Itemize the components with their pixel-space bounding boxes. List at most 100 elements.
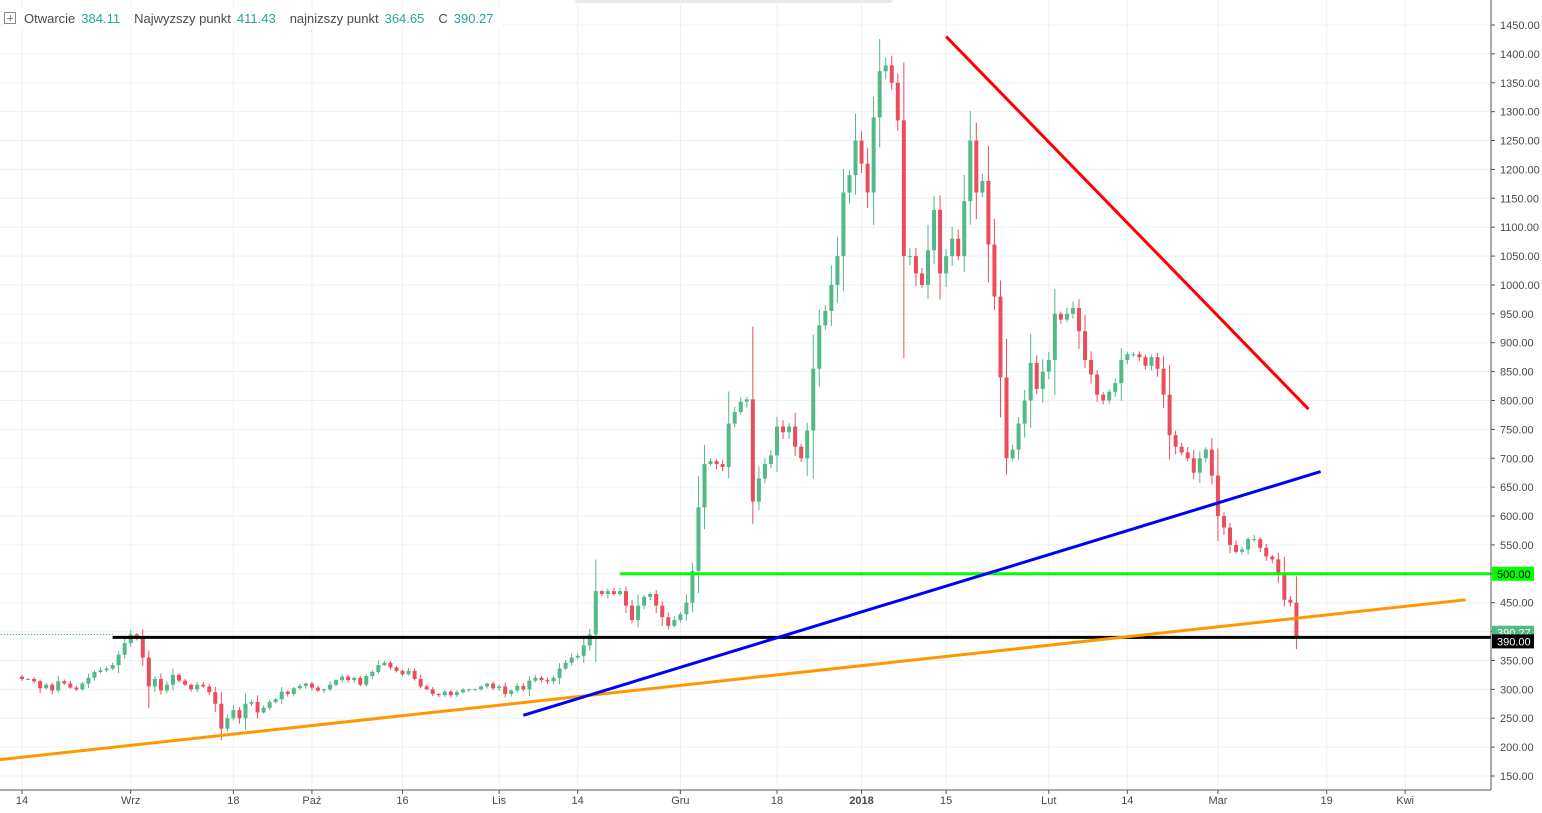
price-axis-background xyxy=(1491,0,1542,813)
candle xyxy=(581,638,586,663)
candle xyxy=(617,587,622,596)
price-axis-ticks[interactable]: 150.00200.00250.00300.00350.00400.00450.… xyxy=(1491,20,1540,783)
price-tick-label: 250.00 xyxy=(1500,713,1534,725)
blue-support-trendline[interactable] xyxy=(522,470,1322,717)
candle xyxy=(74,685,79,692)
candle xyxy=(527,676,532,697)
candle xyxy=(1137,351,1142,362)
candle xyxy=(1028,333,1033,428)
candle xyxy=(152,676,157,692)
candle xyxy=(1046,351,1051,380)
price-tick-label: 1450.00 xyxy=(1500,20,1540,32)
candle xyxy=(654,590,659,614)
candle xyxy=(1185,447,1190,462)
red-resistance-trendline[interactable] xyxy=(945,35,1310,411)
candle xyxy=(1089,351,1094,384)
candle xyxy=(1058,311,1063,324)
candle xyxy=(309,681,314,691)
candle xyxy=(1209,437,1214,485)
time-tick-label: Wrz xyxy=(121,795,140,807)
candlestick-series xyxy=(20,39,1299,741)
candle xyxy=(998,280,1003,418)
candle xyxy=(503,682,508,698)
level-500-badge: 500.00 xyxy=(1492,566,1534,581)
candle xyxy=(20,674,24,681)
time-tick-label: 18 xyxy=(771,795,783,807)
candle xyxy=(497,684,502,691)
candle xyxy=(551,675,556,685)
price-badges: 500.00 390.27 390.00 xyxy=(1492,566,1534,649)
price-tick-label: 1100.00 xyxy=(1500,222,1539,234)
candle xyxy=(158,673,163,695)
candle xyxy=(950,226,955,266)
candle xyxy=(1040,359,1045,403)
candle xyxy=(986,145,991,283)
candle xyxy=(1173,430,1178,455)
candle xyxy=(460,688,465,694)
candle xyxy=(448,690,453,698)
candle xyxy=(171,668,175,691)
candle xyxy=(177,673,182,683)
candle xyxy=(285,690,290,697)
candle xyxy=(1143,354,1148,370)
low-label: najnizszy punkt xyxy=(289,10,379,26)
candle xyxy=(811,334,816,479)
candle xyxy=(1052,288,1057,395)
candle xyxy=(231,704,236,721)
candle xyxy=(557,663,562,685)
trendline-drawings[interactable] xyxy=(0,35,1491,762)
time-axis-ticks[interactable]: 14 Wrz 18 Paź 16 Lis 14 Gru 18 2018 15 Lut 14 Mar 19 Kw… xyxy=(16,790,1414,807)
candle xyxy=(358,675,363,687)
candle xyxy=(835,236,840,304)
low-value: 364.65 xyxy=(384,10,425,26)
candle xyxy=(352,676,357,683)
candle xyxy=(799,443,804,463)
candle xyxy=(895,73,900,132)
candle xyxy=(249,699,254,707)
time-tick-label: Paź xyxy=(302,795,321,807)
expand-icon[interactable] xyxy=(4,12,16,24)
candle xyxy=(1252,535,1257,542)
candle xyxy=(515,683,520,693)
candle xyxy=(974,122,979,220)
candle xyxy=(1258,537,1263,553)
candle xyxy=(454,690,459,698)
candle xyxy=(92,670,97,681)
candle xyxy=(219,692,224,741)
level-390-badge: 390.00 xyxy=(1492,634,1534,649)
candle xyxy=(521,683,526,692)
price-tick-label: 1250.00 xyxy=(1500,136,1540,148)
candle xyxy=(291,687,296,697)
candle xyxy=(1077,299,1081,349)
time-tick-label: 16 xyxy=(396,795,408,807)
candle xyxy=(322,688,326,693)
level-390-badge-text: 390.00 xyxy=(1497,636,1531,648)
orange-support-trendline[interactable] xyxy=(0,598,1466,762)
candle xyxy=(793,412,798,456)
candle xyxy=(944,249,949,288)
candle xyxy=(1119,348,1124,401)
price-tick-label: 1200.00 xyxy=(1500,164,1540,176)
candle xyxy=(491,681,496,691)
candle xyxy=(424,684,429,691)
time-tick-label: 14 xyxy=(16,795,28,807)
candle xyxy=(303,682,308,689)
candle xyxy=(871,96,876,226)
candle xyxy=(1034,355,1039,395)
candle xyxy=(690,562,695,613)
price-tick-label: 700.00 xyxy=(1500,453,1534,465)
price-tick-label: 850.00 xyxy=(1500,367,1534,379)
candle xyxy=(684,594,689,621)
price-tick-label: 1150.00 xyxy=(1500,193,1539,205)
time-tick-label: 2018 xyxy=(849,795,873,807)
price-tick-label: 1000.00 xyxy=(1500,280,1540,292)
candle xyxy=(68,681,73,689)
candle xyxy=(267,699,272,711)
candle xyxy=(1113,378,1118,397)
ohlc-legend: Otwarcie 384.11 Najwyzszy punkt 411.43 n… xyxy=(4,8,502,28)
candle xyxy=(642,594,647,610)
candle xyxy=(1234,540,1239,554)
candle xyxy=(340,674,345,683)
